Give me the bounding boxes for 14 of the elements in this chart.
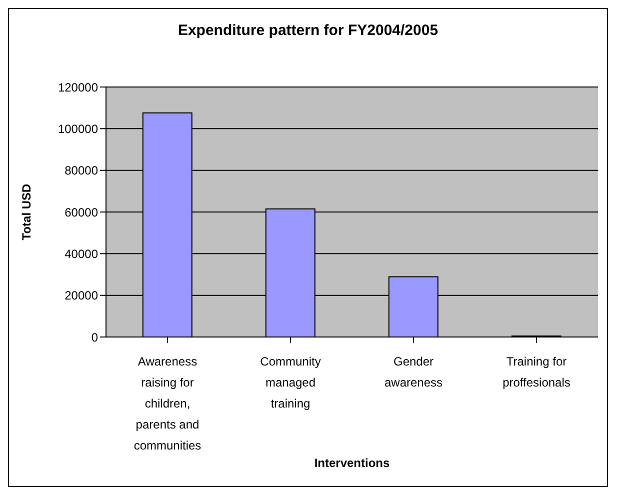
y-tick-label: 120000 [58, 80, 98, 94]
y-tick-label: 60000 [64, 205, 98, 220]
x-tick-label: Awareness raising for children, parents and communities [134, 354, 202, 453]
x-tick-label: Training for proffesionals [502, 354, 570, 390]
y-tick-label: 0 [91, 330, 98, 344]
y-tick-label: 80000 [64, 164, 98, 178]
x-tick-label: Community managed training [260, 354, 321, 411]
y-tick-label: 100000 [58, 122, 98, 136]
x-axis-title: Interventions [314, 456, 390, 470]
y-tick-label: 40000 [64, 246, 98, 261]
chart-title: Expenditure pattern for FY2004/2005 [176, 22, 440, 39]
y-axis-title: Total USD [19, 183, 34, 240]
y-tick-label: 20000 [64, 288, 98, 303]
x-tick-label: Gender awareness [384, 354, 443, 390]
